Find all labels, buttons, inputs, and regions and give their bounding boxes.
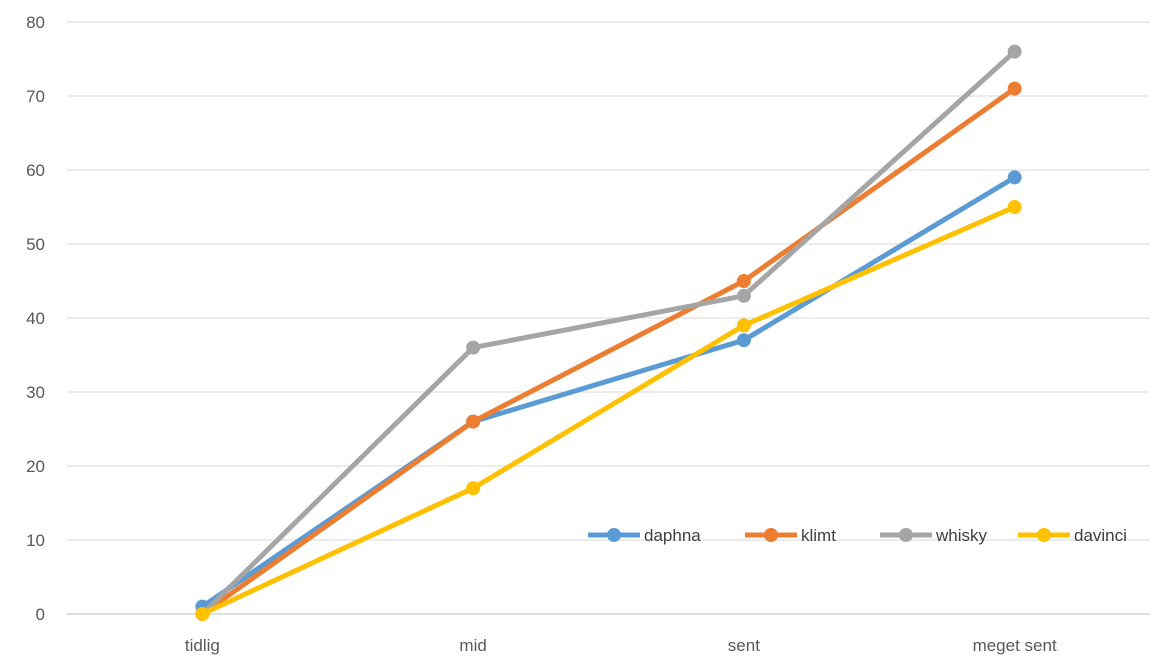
data-point-klimt (1007, 81, 1022, 96)
series-line-davinci (199, 204, 1018, 617)
legend-label: davinci (1074, 526, 1127, 545)
legend-label: whisky (935, 526, 988, 545)
data-point-davinci (466, 481, 481, 496)
y-axis-ticks: 0 10 20 30 40 50 60 70 80 (26, 13, 45, 624)
data-point-whisky (736, 288, 751, 303)
y-tick-label: 50 (26, 235, 45, 254)
x-tick-label: meget sent (973, 636, 1057, 655)
legend-label: klimt (801, 526, 836, 545)
x-tick-label: mid (459, 636, 486, 655)
legend-item-klimt: klimt (745, 526, 836, 545)
legend-swatch-marker (899, 528, 913, 542)
x-tick-label: tidlig (185, 636, 220, 655)
data-point-klimt (736, 274, 751, 288)
grid (67, 21, 1150, 615)
y-tick-label: 10 (26, 531, 45, 550)
data-point-daphna (736, 333, 751, 348)
data-point-klimt (466, 414, 481, 429)
data-point-daphna (1007, 170, 1022, 185)
series-line-klimt (199, 86, 1018, 617)
y-tick-label: 80 (26, 13, 45, 32)
legend-swatch-marker (1037, 528, 1051, 542)
series-group (195, 44, 1022, 621)
data-point-davinci (195, 607, 210, 621)
legend-swatch-marker (764, 528, 778, 542)
data-point-whisky (1007, 44, 1022, 59)
data-point-davinci (736, 318, 751, 333)
legend: daphna klimt whisky davinci (588, 526, 1127, 545)
legend-label: daphna (644, 526, 701, 545)
data-point-whisky (466, 340, 481, 355)
y-tick-label: 30 (26, 383, 45, 402)
series-line-daphna (199, 174, 1018, 610)
legend-item-whisky: whisky (880, 526, 988, 545)
x-axis-ticks: tidlig mid sent meget sent (185, 636, 1057, 655)
series-line-whisky (199, 49, 1018, 617)
x-tick-label: sent (728, 636, 760, 655)
legend-swatch-marker (607, 528, 621, 542)
y-tick-label: 0 (36, 605, 45, 624)
y-tick-label: 70 (26, 87, 45, 106)
y-tick-label: 20 (26, 457, 45, 476)
legend-item-daphna: daphna (588, 526, 701, 545)
data-point-davinci (1007, 200, 1022, 214)
y-tick-label: 40 (26, 309, 45, 328)
series-davinci (195, 200, 1022, 621)
y-tick-label: 60 (26, 161, 45, 180)
legend-item-davinci: davinci (1018, 526, 1127, 545)
